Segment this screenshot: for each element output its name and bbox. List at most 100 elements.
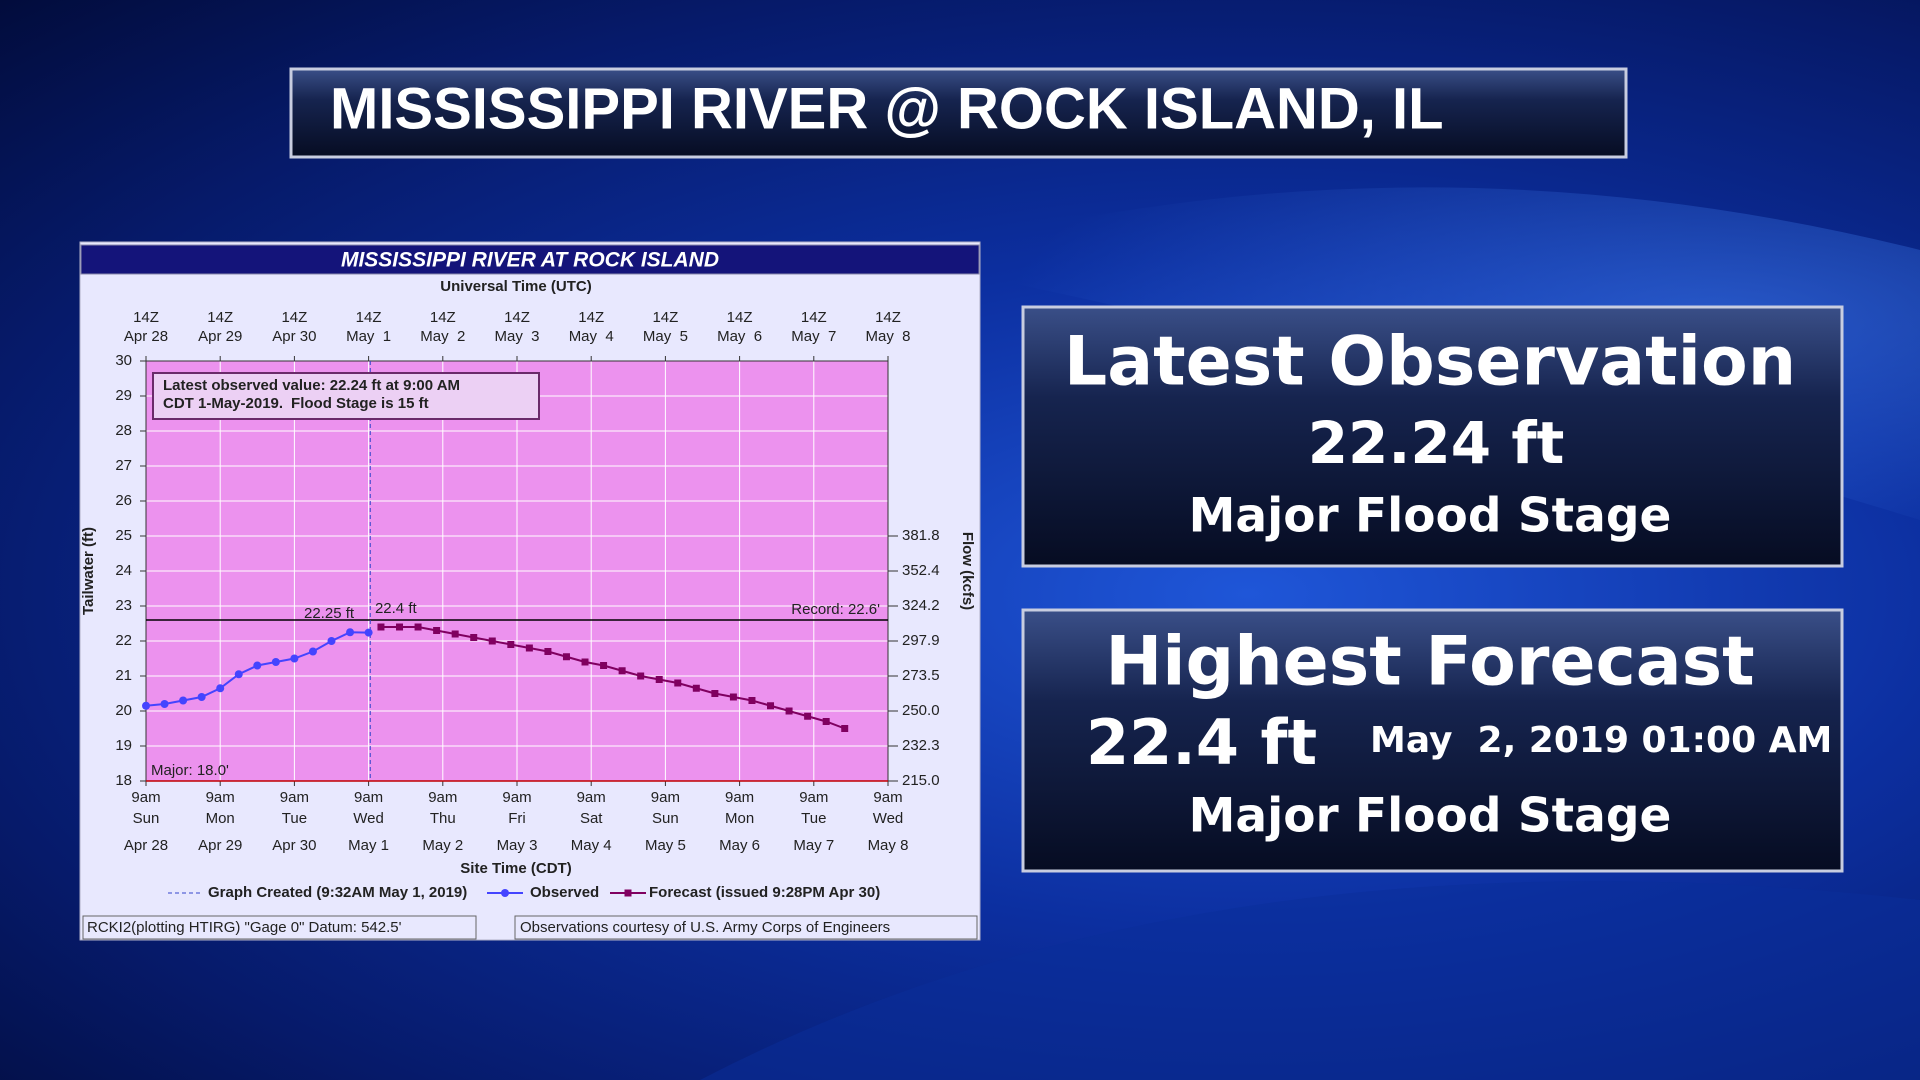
x-tick-label: Sun bbox=[133, 810, 160, 827]
x-tick-label: 9am bbox=[280, 789, 309, 806]
x-tick-label: 9am bbox=[577, 789, 606, 806]
point bbox=[729, 693, 737, 701]
x2-tick-label: 14Z bbox=[207, 309, 233, 326]
x-tick-label: 9am bbox=[725, 789, 754, 806]
y2-tick-label: 273.5 bbox=[902, 667, 940, 684]
y2-tick-label: 215.0 bbox=[902, 772, 940, 789]
x-tick-label: 9am bbox=[502, 789, 531, 806]
point bbox=[271, 658, 280, 666]
panel-value: 22.4 ft bbox=[1086, 706, 1317, 779]
x-tick-label: Mon bbox=[206, 810, 235, 827]
x-tick-label: 9am bbox=[354, 789, 383, 806]
panel bbox=[1021, 608, 1844, 873]
y-tick-label: 20 bbox=[115, 702, 132, 719]
point bbox=[581, 658, 589, 666]
x2-tick-label: May 2 bbox=[420, 328, 465, 345]
point bbox=[637, 672, 645, 680]
legend-label: Forecast (issued 9:28PM Apr 30) bbox=[649, 884, 880, 901]
x2-tick-label: May 5 bbox=[643, 328, 688, 345]
y2-tick-label: 324.2 bbox=[902, 597, 940, 614]
point bbox=[600, 662, 608, 669]
x2-tick-label: 14Z bbox=[430, 309, 456, 326]
point bbox=[216, 684, 225, 693]
point bbox=[346, 628, 355, 637]
point bbox=[470, 634, 478, 641]
y-tick-label: 18 bbox=[115, 772, 132, 789]
point bbox=[655, 676, 663, 683]
x-tick-label: Apr 29 bbox=[198, 837, 242, 854]
x2-tick-label: 14Z bbox=[281, 309, 307, 326]
x2-tick-label: 14Z bbox=[504, 309, 530, 326]
swoosh bbox=[700, 881, 1920, 1080]
point bbox=[197, 693, 206, 701]
point bbox=[160, 700, 169, 708]
x2-tick-label: 14Z bbox=[578, 309, 604, 326]
note-box bbox=[152, 372, 540, 420]
y-axis-label: Tailwater (ft) bbox=[80, 527, 97, 615]
x2-tick-label: 14Z bbox=[356, 309, 382, 326]
x-tick-label: Thu bbox=[430, 810, 456, 827]
y-tick-label: 21 bbox=[115, 667, 132, 684]
panel-title: Highest Forecast bbox=[1105, 623, 1754, 702]
x-tick-label: 9am bbox=[873, 789, 902, 806]
y-tick-label: 22 bbox=[115, 632, 132, 649]
point bbox=[544, 648, 552, 655]
x-tick-label: May 6 bbox=[719, 837, 760, 854]
x2-tick-label: Apr 30 bbox=[272, 328, 316, 345]
point bbox=[804, 712, 812, 720]
x-tick-label: May 3 bbox=[497, 837, 538, 854]
y-tick-label: 24 bbox=[115, 562, 132, 579]
x2-tick-label: 14Z bbox=[875, 309, 901, 326]
major-label: Major: 18.0' bbox=[151, 762, 229, 779]
legend-marker bbox=[624, 889, 632, 897]
panel-stage: Major Flood Stage bbox=[1189, 489, 1672, 544]
point bbox=[179, 696, 188, 705]
panel-title: Latest Observation bbox=[1064, 323, 1796, 402]
x-tick-label: Fri bbox=[508, 810, 526, 827]
x-tick-label: 9am bbox=[799, 789, 828, 806]
x2-tick-label: May 8 bbox=[865, 328, 910, 345]
value-label: 22.4 ft bbox=[375, 600, 418, 617]
x-tick-label: May 7 bbox=[793, 837, 834, 854]
x-tick-label: Apr 28 bbox=[124, 837, 168, 854]
x2-tick-label: May 3 bbox=[494, 328, 539, 345]
panel-stage: Major Flood Stage bbox=[1189, 789, 1672, 844]
y2-tick-label: 250.0 bbox=[902, 702, 940, 719]
x2-tick-label: 14Z bbox=[727, 309, 753, 326]
point bbox=[234, 670, 243, 679]
point bbox=[488, 637, 496, 645]
x-tick-label: Sat bbox=[580, 810, 603, 827]
x-tick-label: Wed bbox=[353, 810, 384, 827]
point bbox=[290, 654, 299, 663]
x-tick-label: May 5 bbox=[645, 837, 686, 854]
note: Latest observed value: 22.24 ft at 9:00 … bbox=[163, 377, 460, 394]
x-tick-label: 9am bbox=[428, 789, 457, 806]
y-tick-label: 26 bbox=[115, 492, 132, 509]
header-box bbox=[289, 67, 1628, 159]
point bbox=[142, 701, 150, 710]
x-tick-label: May 1 bbox=[348, 837, 389, 854]
x-tick-label: May 4 bbox=[571, 837, 612, 854]
point bbox=[562, 653, 570, 661]
point bbox=[785, 707, 793, 715]
x-tick-label: Tue bbox=[801, 810, 826, 827]
point bbox=[507, 641, 515, 648]
x2-tick-label: 14Z bbox=[801, 309, 827, 326]
x-tick-label: Wed bbox=[873, 810, 904, 827]
y2-tick-label: 352.4 bbox=[902, 562, 940, 579]
panel-value: 22.24 ft bbox=[1308, 409, 1565, 477]
point bbox=[618, 667, 626, 675]
x-tick-label: Tue bbox=[282, 810, 307, 827]
point bbox=[364, 628, 373, 637]
point bbox=[308, 647, 317, 656]
x2-tick-label: 14Z bbox=[133, 309, 159, 326]
x2-tick-label: Apr 28 bbox=[124, 328, 168, 345]
record-label: Record: 22.6' bbox=[791, 601, 880, 618]
x2-tick-label: May 4 bbox=[569, 328, 614, 345]
footnote-box bbox=[82, 915, 477, 940]
footnote: RCKI2(plotting HTIRG) "Gage 0" Datum: 54… bbox=[87, 919, 402, 936]
panel bbox=[1021, 305, 1844, 568]
legend-marker bbox=[501, 889, 509, 897]
point bbox=[414, 623, 422, 631]
